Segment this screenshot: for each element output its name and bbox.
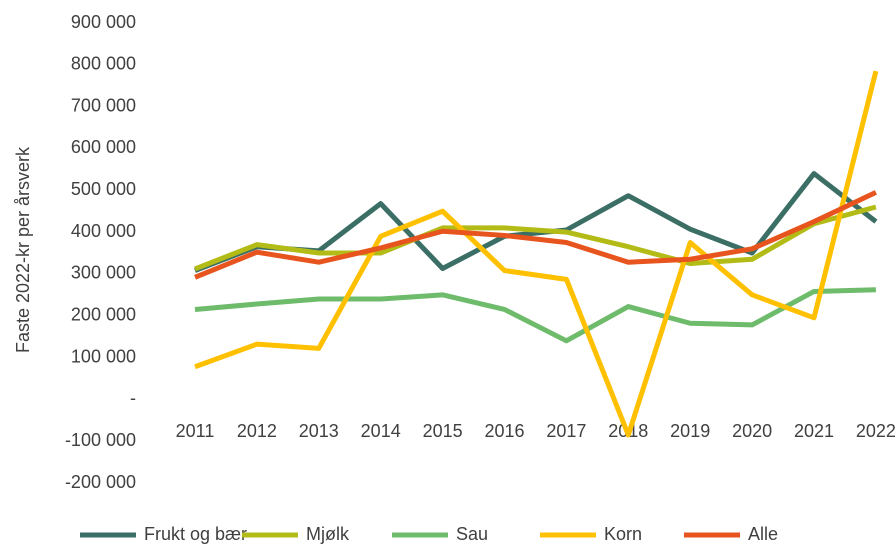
data-line [194,171,878,273]
x-tick-label: 2016 [484,421,524,441]
x-tick-label: 2022 [856,421,896,441]
y-tick-label: 100 000 [71,346,136,366]
data-line [194,190,877,280]
x-tick-label: 2021 [794,421,834,441]
y-tick-label: 700 000 [71,95,136,115]
legend-label: Alle [748,524,778,544]
y-tick-label: 200 000 [71,304,136,324]
x-tick-label: 2012 [237,421,277,441]
x-tick-label: 2011 [176,421,215,441]
y-tick-label: 900 000 [71,12,136,32]
legend-label: Frukt og bær [144,524,247,544]
data-line [194,204,877,272]
y-tick-label: 400 000 [71,221,136,241]
x-tick-label: 2020 [732,421,772,441]
x-tick-label: 2017 [546,421,586,441]
x-tick-label: 2013 [299,421,339,441]
data-line [194,287,876,344]
y-tick-label: - [130,388,136,408]
x-tick-label: 2014 [361,421,401,441]
x-tick-label: 2019 [670,421,710,441]
y-tick-label: 600 000 [71,137,136,157]
y-tick-label: -200 000 [65,472,136,492]
legend-label: Korn [604,524,642,544]
y-axis-label: Faste 2022-kr per årsverk [13,146,33,353]
legend-label: Sau [456,524,488,544]
y-tick-label: 500 000 [71,179,136,199]
y-tick-label: -100 000 [65,430,136,450]
y-tick-label: 300 000 [71,263,136,283]
y-tick-label: 800 000 [71,54,136,74]
legend-label: Mjølk [306,524,350,544]
x-tick-label: 2015 [423,421,463,441]
data-line [194,70,879,438]
